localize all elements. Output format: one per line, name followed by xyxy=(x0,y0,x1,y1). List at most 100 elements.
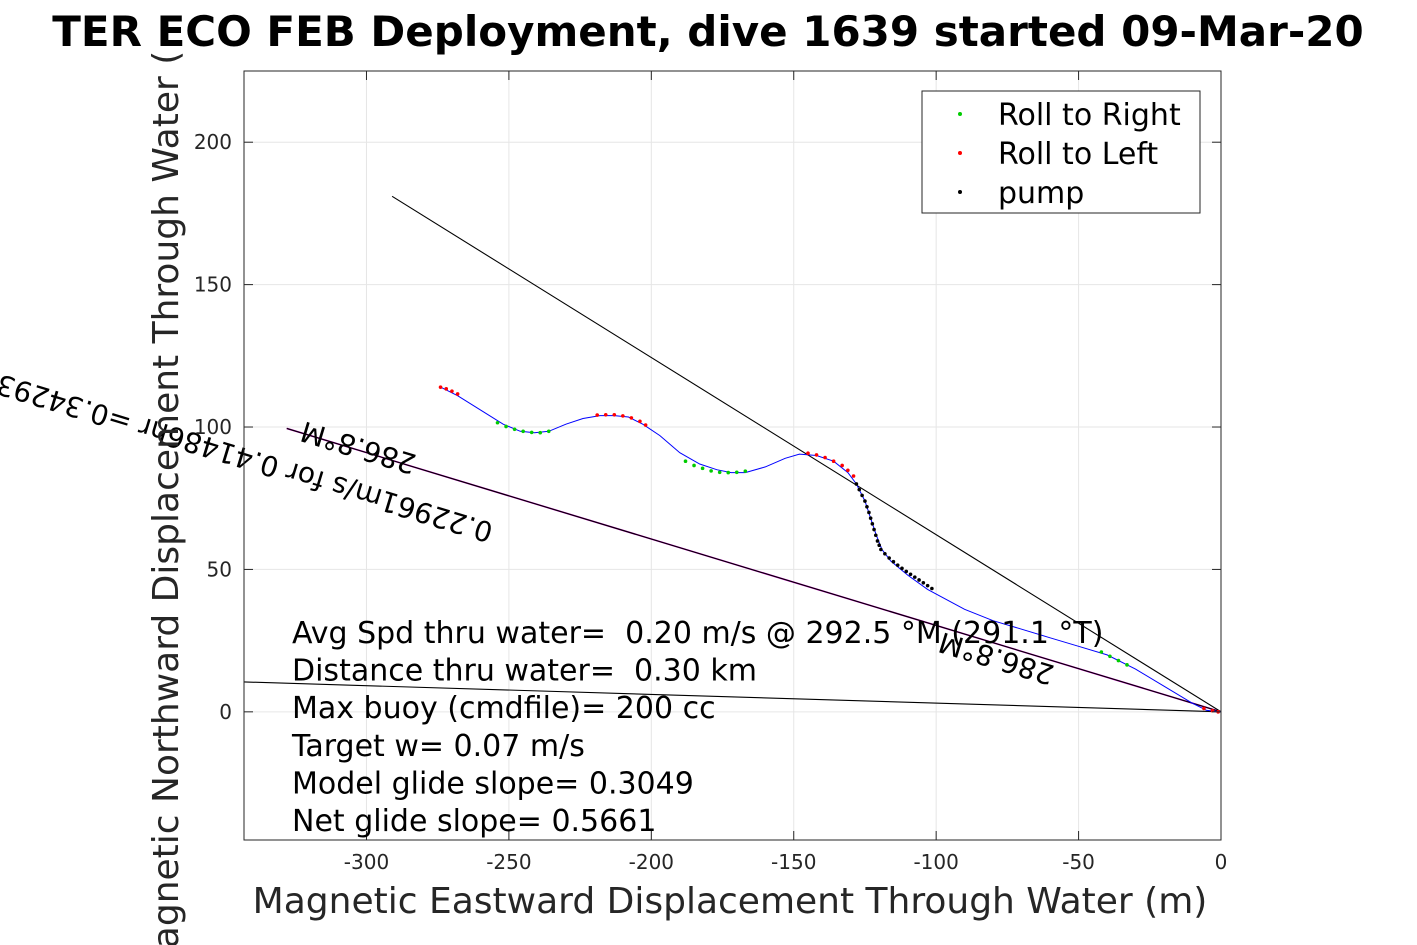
y-tick-label: 100 xyxy=(194,415,232,439)
roll-to-right-point xyxy=(529,430,534,435)
roll-to-right-point xyxy=(717,470,722,475)
grid-lines xyxy=(244,71,1222,840)
pump-point xyxy=(895,563,900,567)
roll-to-right-point xyxy=(546,429,551,434)
roll-to-right-point xyxy=(743,469,748,473)
pump-point xyxy=(930,586,934,591)
annotation-line: Model glide slope= 0.3049 xyxy=(292,766,694,801)
pump-point xyxy=(865,504,869,509)
pump-point xyxy=(883,551,887,556)
roll-to-left-point xyxy=(629,416,634,420)
roll-to-left-point xyxy=(814,453,819,457)
roll-to-left-point xyxy=(846,468,850,473)
roll-to-right-point xyxy=(1125,663,1129,667)
roll-to-left-point xyxy=(643,423,648,427)
pump-point xyxy=(867,510,871,515)
legend-items: Roll to Right Roll to Left pump xyxy=(958,98,1181,211)
pump-point xyxy=(891,559,896,564)
roll-to-left-point xyxy=(638,419,642,424)
roll-to-left-point xyxy=(444,387,449,391)
y-tick-labels: 0 50 100 150 200 xyxy=(194,130,232,724)
annotation-line: Max buoy (cmdfile)= 200 cc xyxy=(292,691,716,726)
roll-to-left-point xyxy=(595,413,600,417)
roll-to-right-point xyxy=(692,463,696,468)
roll-to-left-point xyxy=(603,412,608,417)
pump-point xyxy=(904,569,909,574)
x-tick-label: -250 xyxy=(486,850,531,874)
y-axis-label: Magnetic Northward Displacement Through … xyxy=(146,51,187,945)
pump-point xyxy=(912,575,917,579)
pump-point xyxy=(887,556,891,560)
roll-to-left-point xyxy=(438,385,443,389)
annotation-line: Distance thru water= 0.30 km xyxy=(292,654,757,689)
pump-point xyxy=(917,578,921,582)
x-tick-label: -50 xyxy=(1062,850,1095,874)
roll-to-right-point xyxy=(538,430,543,435)
reference-line xyxy=(286,427,1221,713)
roll-to-left-point xyxy=(840,463,844,468)
pump-point xyxy=(908,572,913,577)
pump-point xyxy=(873,533,878,538)
pump-point xyxy=(863,499,867,503)
legend-label: pump xyxy=(998,176,1084,211)
roll-to-right-point xyxy=(700,466,705,471)
roll-to-left-point xyxy=(1202,706,1206,711)
roll-to-left-point xyxy=(851,474,856,478)
legend: Roll to Right Roll to Left pump xyxy=(921,90,1201,214)
pump-point xyxy=(860,493,864,498)
axes-box xyxy=(243,70,1222,841)
roll-to-left-point xyxy=(621,414,625,418)
reference-line xyxy=(244,681,1221,713)
roll-to-right-point xyxy=(495,420,500,425)
roll-to-left-point xyxy=(831,459,836,463)
pump-point xyxy=(921,581,926,585)
roll-to-right-point xyxy=(1099,650,1104,654)
x-tick-label: -150 xyxy=(771,850,816,874)
pump-point xyxy=(868,516,873,520)
annotation-line: Net glide slope= 0.5661 xyxy=(292,804,656,839)
y-tick-label: 0 xyxy=(219,700,232,724)
roll-to-left-point xyxy=(806,451,810,456)
pump-point xyxy=(875,539,880,543)
x-axis-label: Magnetic Eastward Displacement Through W… xyxy=(253,881,1208,922)
x-tick-label: 0 xyxy=(1215,850,1228,874)
pump-point xyxy=(870,522,875,526)
annotation-line: Avg Spd thru water= 0.20 m/s @ 292.5 °M … xyxy=(292,616,1103,651)
pump-point xyxy=(879,547,883,552)
chart-title: TER ECO FEB Deployment, dive 1639 starte… xyxy=(52,7,1363,56)
x-tick-label: -300 xyxy=(344,850,389,874)
pump-point xyxy=(854,482,859,486)
legend-box xyxy=(921,90,1201,214)
roll-to-right-point xyxy=(1108,654,1112,659)
roll-to-left-point xyxy=(823,455,827,460)
ticks xyxy=(244,71,1222,840)
legend-marker xyxy=(958,190,962,194)
legend-marker xyxy=(958,151,962,155)
roll-to-right-point xyxy=(726,470,731,475)
roll-to-right-point xyxy=(683,459,688,463)
x-tick-label: -100 xyxy=(913,850,958,874)
roll-to-left-point xyxy=(450,389,454,393)
pump-point xyxy=(925,583,930,588)
roll-to-right-point xyxy=(521,429,525,434)
roll-to-left-point xyxy=(455,392,460,396)
roll-to-left-point xyxy=(612,412,617,417)
legend-marker xyxy=(958,112,962,116)
y-tick-label: 50 xyxy=(207,557,232,581)
annotation-block: Avg Spd thru water= 0.20 m/s @ 292.5 °M … xyxy=(291,616,1103,839)
pump-point xyxy=(857,487,862,492)
x-tick-labels: -300 -250 -200 -150 -100 -50 0 xyxy=(344,850,1228,874)
roll-to-right-point xyxy=(709,469,713,473)
legend-label: Roll to Right xyxy=(998,98,1181,133)
roll-to-right-point xyxy=(504,424,508,429)
pump-point xyxy=(872,527,876,532)
marker-group xyxy=(438,385,1220,714)
pump-point xyxy=(877,543,881,548)
annotation-line: Target w= 0.07 m/s xyxy=(291,729,585,764)
x-tick-label: -200 xyxy=(629,850,674,874)
legend-label: Roll to Left xyxy=(998,137,1158,172)
roll-to-right-point xyxy=(734,470,739,475)
y-tick-label: 200 xyxy=(194,130,232,154)
y-tick-label: 150 xyxy=(194,273,232,297)
